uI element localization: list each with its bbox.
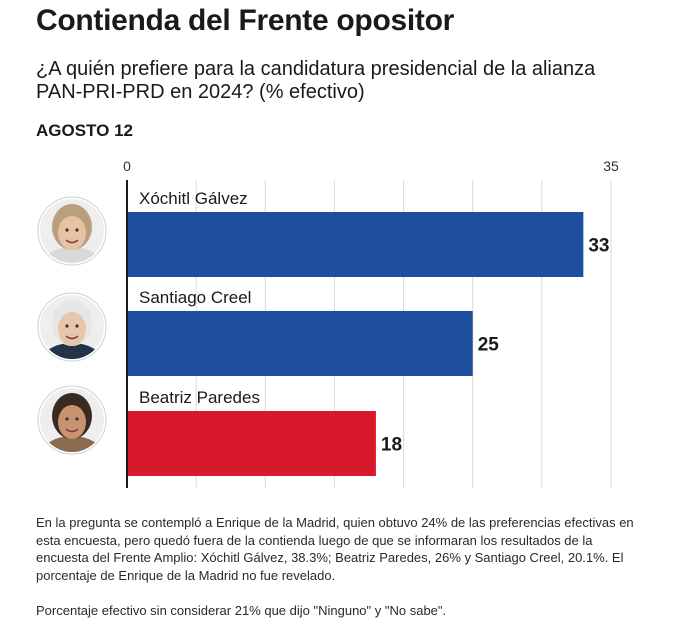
x-tick-label: 35 — [603, 158, 619, 174]
chart-subtitle: ¿A quién prefiere para la candidatura pr… — [36, 58, 596, 103]
chart-footnote: Porcentaje efectivo sin considerar 21% q… — [36, 603, 447, 618]
chart-title: Contienda del Frente opositor — [36, 4, 454, 37]
avatar-face — [58, 405, 86, 439]
avatar-eye — [75, 324, 79, 328]
category-label: Santiago Creel — [139, 288, 251, 307]
data-label: 25 — [478, 335, 500, 356]
bar-chart: 0 35 Xóchitl Gálvez 33 Santiago Creel 25 Beatr… — [37, 158, 619, 488]
avatar-shoulders — [42, 436, 102, 452]
avatar-face — [58, 312, 86, 346]
avatar-eye — [65, 324, 69, 328]
bar — [128, 212, 584, 277]
avatar-eye — [75, 417, 79, 421]
x-tick-label: 0 — [123, 158, 131, 174]
avatar-shoulders — [42, 343, 102, 359]
avatar-mouth — [65, 239, 79, 244]
avatar-image — [40, 388, 104, 452]
data-label: 18 — [381, 435, 402, 456]
bar — [128, 411, 376, 476]
avatar-eye — [75, 228, 79, 232]
data-label: 33 — [588, 236, 609, 257]
portrait-woman-light-hair-icon — [37, 196, 107, 266]
date-label: AGOSTO 12 — [36, 121, 133, 140]
avatar-mouth — [65, 428, 79, 433]
bar — [128, 311, 473, 376]
avatar-face — [58, 216, 86, 250]
avatar-eye — [65, 417, 69, 421]
category-label: Beatriz Paredes — [139, 388, 260, 407]
portrait-woman-dark-curly-hair-icon — [37, 385, 107, 455]
category-label: Xóchitl Gálvez — [139, 189, 248, 208]
avatar-eye — [65, 228, 69, 232]
avatar-mouth — [65, 335, 79, 340]
portrait-man-gray-hair-icon — [37, 292, 107, 362]
avatar-shoulders — [42, 247, 102, 263]
avatar-image — [40, 199, 104, 263]
chart-note: En la pregunta se contempló a Enrique de… — [36, 515, 634, 583]
avatar-image — [40, 295, 104, 359]
